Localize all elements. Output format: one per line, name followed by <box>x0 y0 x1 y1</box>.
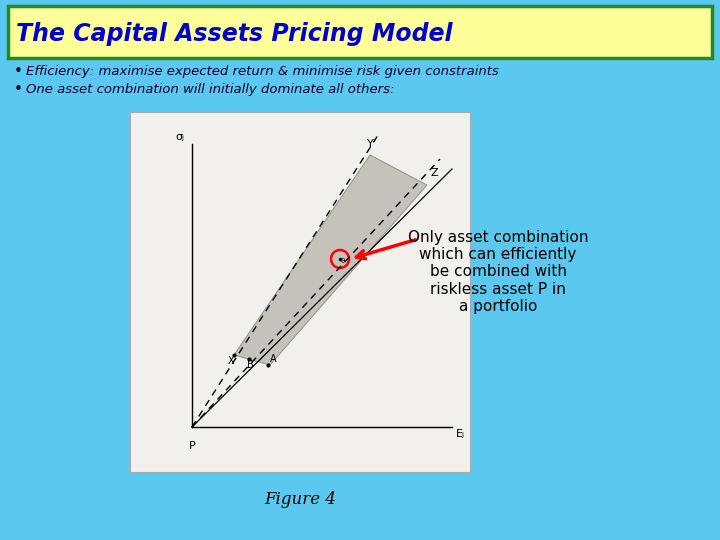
FancyBboxPatch shape <box>8 6 712 58</box>
Text: Figure 4: Figure 4 <box>264 491 336 509</box>
Text: One asset combination will initially dominate all others:: One asset combination will initially dom… <box>26 84 395 97</box>
Text: B: B <box>247 360 253 370</box>
Text: A: A <box>270 354 276 364</box>
Text: Efficiency: maximise expected return & minimise risk given constraints: Efficiency: maximise expected return & m… <box>26 65 499 78</box>
Text: X: X <box>228 356 234 366</box>
Text: •: • <box>14 64 23 79</box>
Bar <box>130 112 470 472</box>
Text: Z: Z <box>430 168 438 178</box>
Text: P: P <box>189 441 195 451</box>
Text: Y: Y <box>366 139 374 149</box>
Text: Eⱼ: Eⱼ <box>456 429 465 439</box>
Text: •: • <box>14 83 23 98</box>
Text: θ: θ <box>341 258 345 264</box>
Text: The Capital Assets Pricing Model: The Capital Assets Pricing Model <box>16 22 453 46</box>
Polygon shape <box>234 155 427 365</box>
Text: Only asset combination
which can efficiently
be combined with
riskless asset P i: Only asset combination which can efficie… <box>408 230 588 314</box>
Text: σⱼ: σⱼ <box>175 132 184 142</box>
